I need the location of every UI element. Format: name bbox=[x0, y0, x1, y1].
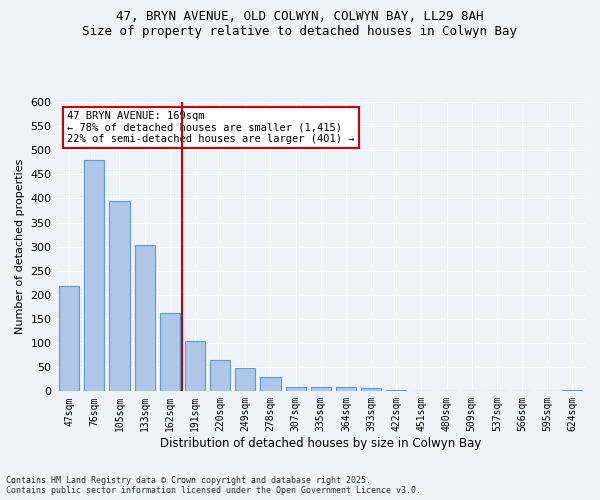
Text: Contains HM Land Registry data © Crown copyright and database right 2025.
Contai: Contains HM Land Registry data © Crown c… bbox=[6, 476, 421, 495]
Bar bbox=[311, 388, 331, 392]
Bar bbox=[386, 390, 406, 392]
Bar bbox=[562, 390, 583, 392]
Bar bbox=[185, 340, 205, 392]
Y-axis label: Number of detached properties: Number of detached properties bbox=[15, 159, 25, 334]
Bar bbox=[235, 368, 256, 392]
Bar bbox=[134, 245, 155, 392]
Bar bbox=[160, 312, 180, 392]
Bar bbox=[361, 388, 381, 392]
Bar bbox=[59, 286, 79, 392]
Bar bbox=[286, 388, 305, 392]
Text: 47 BRYN AVENUE: 169sqm
← 78% of detached houses are smaller (1,415)
22% of semi-: 47 BRYN AVENUE: 169sqm ← 78% of detached… bbox=[67, 110, 355, 144]
Bar bbox=[109, 201, 130, 392]
Bar bbox=[336, 386, 356, 392]
Bar bbox=[260, 377, 281, 392]
Text: 47, BRYN AVENUE, OLD COLWYN, COLWYN BAY, LL29 8AH
Size of property relative to d: 47, BRYN AVENUE, OLD COLWYN, COLWYN BAY,… bbox=[83, 10, 517, 38]
Bar bbox=[84, 160, 104, 392]
X-axis label: Distribution of detached houses by size in Colwyn Bay: Distribution of detached houses by size … bbox=[160, 437, 481, 450]
Bar bbox=[210, 360, 230, 392]
